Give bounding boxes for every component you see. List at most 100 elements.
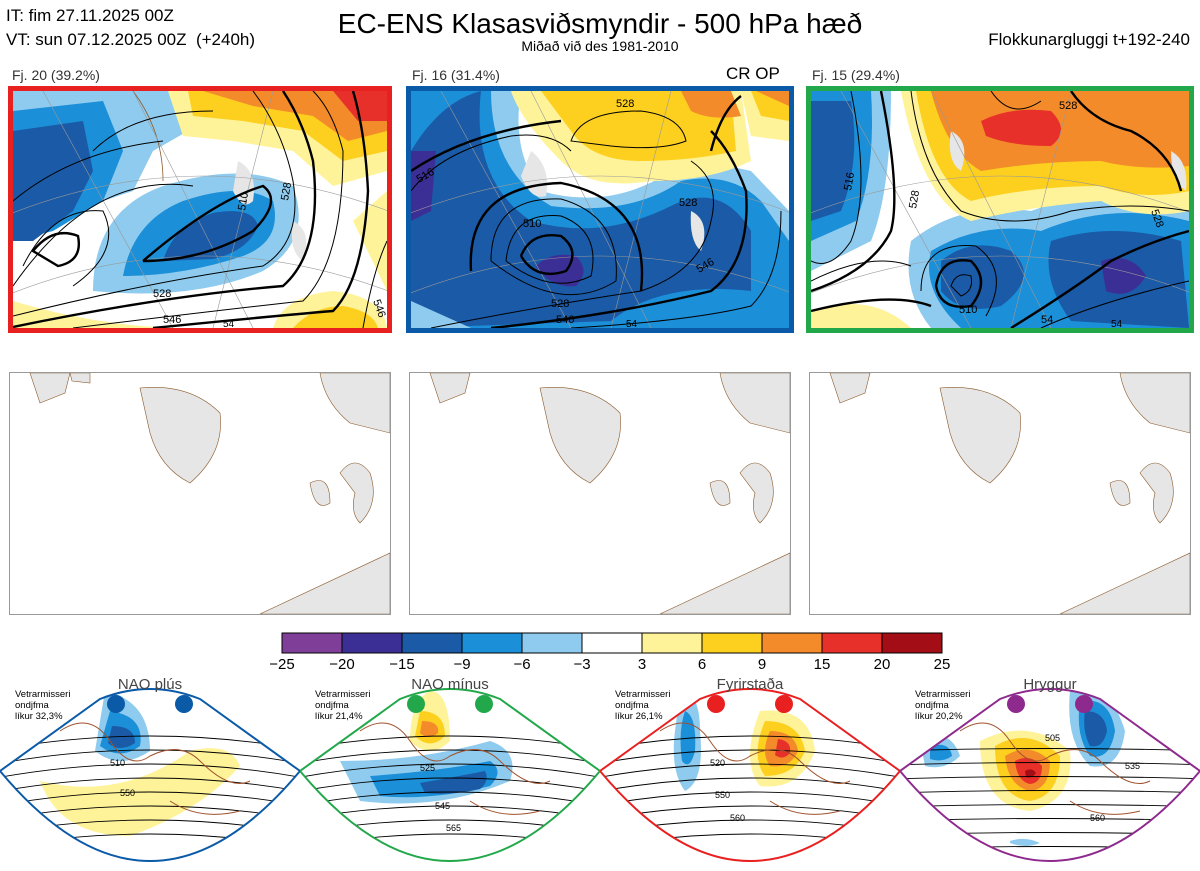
colorbar-tick-label: −25 [269, 656, 295, 673]
regime-probability-line: Vetrarmisseri [315, 689, 371, 700]
height-contour [600, 763, 900, 780]
coastline [359, 722, 551, 815]
regime-marker-dot [1007, 695, 1025, 713]
height-contour [300, 749, 600, 766]
colorbar [281, 632, 943, 654]
contour-label: 528 [907, 189, 922, 209]
regime-fan-border [0, 688, 300, 862]
colorbar-tick-label: 25 [933, 656, 951, 673]
height-contour [600, 777, 900, 794]
regime-fan-border [900, 688, 1200, 862]
contour-label: 510 [523, 218, 541, 230]
colorbar-swatch [761, 632, 823, 654]
colorbar-tick-label: 3 [637, 656, 647, 673]
regime-marker-dot [107, 695, 125, 713]
regime-contour-label: 550 [715, 790, 730, 800]
coastline [59, 722, 251, 815]
height-contour [900, 762, 1200, 766]
empty-map-3 [809, 372, 1191, 615]
page-title: EC-ENS Klasasviðsmyndir - 500 hPa hæð [337, 8, 863, 39]
height-contour [300, 777, 600, 794]
height-contour [900, 748, 1200, 752]
anomaly-shading [420, 771, 487, 794]
init-time: IT: fim 27.11.2025 00Z [6, 6, 174, 25]
colorbar-swatch [521, 632, 583, 654]
regime-title: NAO plús [117, 676, 183, 693]
contour-label: 516 [842, 171, 857, 191]
height-contour [300, 791, 600, 808]
regime-marker-dot [707, 695, 725, 713]
contour-label: 510 [959, 304, 977, 316]
regime-contour-label: 520 [710, 758, 725, 768]
regime-contour-label: 505 [1045, 733, 1060, 743]
height-contour [0, 777, 300, 794]
regime-fan-map: 510 550 [0, 688, 300, 862]
coastline [659, 722, 851, 815]
control-operational-tag: CR OP [726, 64, 780, 83]
colorbar-swatch [341, 632, 403, 654]
colorbar-swatch [281, 632, 343, 654]
colorbar-tick-label: 9 [757, 656, 767, 673]
colorbar-swatch [581, 632, 643, 654]
cluster-map-3: 528 516 528 510 528 54 54 [806, 86, 1194, 333]
contour-label: 528 [279, 181, 294, 201]
regime-marker-dot [1075, 695, 1093, 713]
regime-fan-border [600, 688, 900, 862]
cluster-label-1: Fj. 20 (39.2%) [12, 67, 100, 83]
colorbar-tick-label: −15 [389, 656, 415, 673]
regime-contour-label: 525 [420, 763, 435, 773]
regime-probability-line: Vetrarmisseri [15, 689, 71, 700]
regime-contour-label: 545 [435, 801, 450, 811]
colorbar-tick-label: −20 [329, 656, 355, 673]
cluster-map-2: 528 516 510 528 528 546 546 54 [406, 86, 794, 333]
contour-label: 510 [236, 191, 251, 211]
regime-contour-label: 510 [110, 758, 125, 768]
regime-fan-border [300, 688, 600, 862]
contour-label: 54 [1041, 314, 1053, 326]
height-contour [0, 791, 300, 808]
contour-label: 528 [551, 298, 569, 310]
colorbar-swatch [461, 632, 523, 654]
cluster-map-1: 510 528 528 546 546 54 [8, 86, 392, 333]
regime-title: NAO mínus [411, 676, 489, 693]
regime-probability-line: ondjfma [615, 700, 649, 711]
contour-label: 528 [616, 98, 634, 110]
regime-contour-label: 560 [730, 813, 745, 823]
regime-marker-dot [407, 695, 425, 713]
regime-probability: Vetrarmisseri ondjfma líkur 32,3% [15, 689, 70, 722]
regime-probability-line: líkur 21,4% [315, 711, 363, 722]
regime-marker-dot [775, 695, 793, 713]
anomaly-shading [1025, 769, 1036, 778]
regime-probability-line: ondjfma [315, 700, 349, 711]
regime-probability-line: líkur 20,2% [915, 711, 963, 722]
anomaly-shading [1084, 711, 1107, 747]
regime-probability: Vetrarmisseri ondjfma líkur 21,4% [315, 689, 370, 722]
height-contour [900, 776, 1200, 780]
cluster-window: Flokkunargluggi t+192-240 [988, 30, 1190, 49]
regime-probability-line: líkur 32,3% [15, 711, 63, 722]
regime-title: Fyrirstaða [716, 676, 784, 693]
contour-label: 528 [679, 197, 697, 209]
anomaly-shading [775, 739, 791, 758]
regime-contour-label: 550 [120, 788, 135, 798]
valid-time: VT: sun 07.12.2025 00Z (+240h) [6, 30, 256, 49]
anomaly-shading [930, 744, 952, 761]
height-contour [600, 791, 900, 808]
regime-contour-label: 565 [446, 823, 461, 833]
height-contour [0, 763, 300, 780]
regime-fan-map: 505 535 560 [900, 688, 1200, 862]
anomaly-shading [108, 726, 135, 748]
coastline [959, 722, 1151, 815]
regime-title: Hryggur [1023, 676, 1077, 693]
contour-label: 54 [223, 319, 235, 328]
empty-map-2 [409, 372, 791, 615]
colorbar-tick-label: −3 [573, 656, 591, 673]
regime-contour-label: 535 [1125, 761, 1140, 771]
contour-label: 528 [1148, 208, 1166, 229]
contour-label: 528 [1059, 100, 1077, 112]
colorbar-swatch [701, 632, 763, 654]
contour-label: 546 [556, 314, 574, 326]
regime-marker-dot [175, 695, 193, 713]
colorbar-tick-label: −6 [513, 656, 531, 673]
contour-label: 54 [626, 319, 638, 328]
